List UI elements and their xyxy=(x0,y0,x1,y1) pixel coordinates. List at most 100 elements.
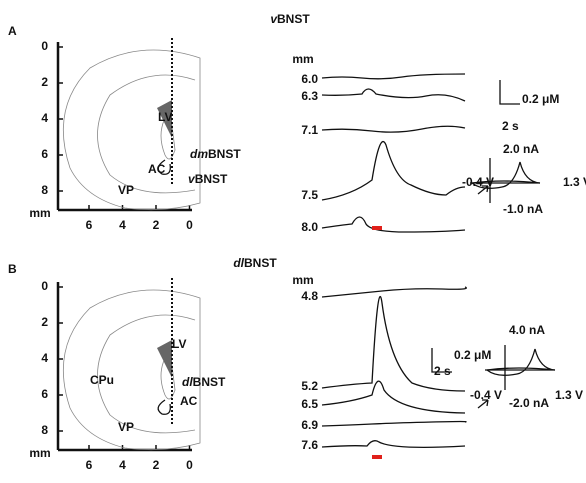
scale-bar xyxy=(431,348,452,373)
cv-label: -2.0 nA xyxy=(509,396,549,410)
depth-label: 6.0 xyxy=(301,72,318,86)
atlas-x-tick-label: 0 xyxy=(186,218,193,232)
bnst-outline xyxy=(157,159,171,175)
cv-axes xyxy=(485,345,555,390)
atlas-region-label: AC xyxy=(180,394,198,408)
cv-label: -0.4 V xyxy=(462,175,494,189)
atlas-unit: mm xyxy=(29,206,50,220)
depth-label: 7.1 xyxy=(301,123,318,137)
atlas-y-tick-label: 6 xyxy=(41,147,48,161)
atlas-region-label-text: BNST xyxy=(193,375,226,389)
atlas-x-tick-label: 2 xyxy=(153,458,160,472)
atlas-y-tick-label: 4 xyxy=(41,111,48,125)
atlas-region-label-text: AC xyxy=(148,162,166,176)
scale-conc: 0.2 μM xyxy=(454,348,491,362)
dopamine-trace xyxy=(321,88,466,102)
stimulation-marker xyxy=(372,226,382,230)
atlas-x-tick-label: 6 xyxy=(86,218,93,232)
panel-title-text: BNST xyxy=(277,12,310,26)
dopamine-trace xyxy=(321,380,466,414)
atlas-region-label: CPu xyxy=(90,373,114,387)
atlas-region-label: dlBNST xyxy=(182,375,226,389)
depth-label: 5.2 xyxy=(301,379,318,393)
atlas-region-label: VP xyxy=(118,183,134,197)
atlas-region-label: vBNST xyxy=(188,172,228,186)
lateral-ventricle xyxy=(157,100,172,138)
atlas-y-tick-label: 2 xyxy=(41,315,48,329)
cv-arrow xyxy=(477,185,489,195)
atlas-x-tick-label: 6 xyxy=(86,458,93,472)
atlas-x-tick-label: 4 xyxy=(119,458,126,472)
panel-title-italic: v xyxy=(270,12,278,26)
atlas-region-label-italic: dl xyxy=(182,375,193,389)
cv-arrow xyxy=(477,399,489,409)
atlas-y-tick-label: 6 xyxy=(41,387,48,401)
dopamine-trace xyxy=(321,125,466,133)
dopamine-trace xyxy=(321,140,466,201)
depth-label: 4.8 xyxy=(301,289,318,303)
atlas-region-label-text: VP xyxy=(118,183,134,197)
brain-outline xyxy=(97,74,196,194)
ventricle xyxy=(160,108,176,160)
atlas-region-label: LV xyxy=(172,337,186,351)
atlas-x-tick-label: 2 xyxy=(153,218,160,232)
brain-outline xyxy=(62,49,201,211)
atlas-region-label-italic: v xyxy=(188,172,196,186)
atlas-region-label-italic: dm xyxy=(190,147,208,161)
atlas-region-label: LV xyxy=(158,110,172,124)
dopamine-trace xyxy=(321,420,467,427)
atlas-x-tick-label: 4 xyxy=(119,218,126,232)
atlas-y-tick-label: 2 xyxy=(41,75,48,89)
atlas-region-label-text: BNST xyxy=(195,172,228,186)
dopamine-trace xyxy=(321,296,466,392)
atlas-region-label-text: BNST xyxy=(208,147,241,161)
atlas-region-label-text: LV xyxy=(158,110,172,124)
atlas-region-label: AC xyxy=(148,162,166,176)
depth-unit: mm xyxy=(292,273,313,287)
atlas-y-tick-label: 0 xyxy=(41,39,48,53)
dopamine-trace xyxy=(321,440,466,448)
atlas-region-label: dmBNST xyxy=(190,147,241,161)
atlas-region-label-text: CPu xyxy=(90,373,114,387)
panel-title: dlBNST xyxy=(233,256,277,270)
dopamine-trace xyxy=(321,216,466,233)
cv-label: -1.0 nA xyxy=(503,202,543,216)
scale-bar xyxy=(499,80,520,105)
atlas-y-tick-label: 0 xyxy=(41,279,48,293)
brain-outline xyxy=(97,314,196,434)
cv-curve xyxy=(486,348,556,376)
panel-title: vBNST xyxy=(270,12,310,26)
cv-label: 2.0 nA xyxy=(503,142,539,156)
ventricle xyxy=(160,348,176,400)
brain-outline xyxy=(62,289,201,451)
panel-label: B xyxy=(8,262,17,276)
atlas-region-label-text: LV xyxy=(172,337,186,351)
depth-label: 7.5 xyxy=(301,188,318,202)
panel-label: A xyxy=(8,24,17,38)
depth-label: 8.0 xyxy=(301,220,318,234)
depth-label: 6.5 xyxy=(301,397,318,411)
depth-label: 7.6 xyxy=(301,438,318,452)
bnst-outline xyxy=(157,399,171,415)
cv-label: -0.4 V xyxy=(470,388,502,402)
cv-label: 4.0 nA xyxy=(509,323,545,337)
scale-time: 2 s xyxy=(434,364,451,378)
panel-title-text: BNST xyxy=(244,256,277,270)
panel-title-italic: dl xyxy=(233,256,244,270)
cv-axes xyxy=(470,158,540,203)
stimulation-marker xyxy=(372,455,382,459)
atlas-unit: mm xyxy=(29,446,50,460)
atlas-y-tick-label: 8 xyxy=(41,423,48,437)
atlas-region-label-text: AC xyxy=(180,394,198,408)
atlas-region-label-text: VP xyxy=(118,420,134,434)
atlas-region-label: VP xyxy=(118,420,134,434)
atlas-y-tick-label: 8 xyxy=(41,183,48,197)
lateral-ventricle xyxy=(157,340,172,378)
dopamine-trace xyxy=(321,286,467,298)
scale-time: 2 s xyxy=(502,119,519,133)
cv-label: 1.3 V xyxy=(563,175,586,189)
scale-conc: 0.2 μM xyxy=(522,92,559,106)
atlas-x-tick-label: 0 xyxy=(186,458,193,472)
depth-label: 6.9 xyxy=(301,418,318,432)
